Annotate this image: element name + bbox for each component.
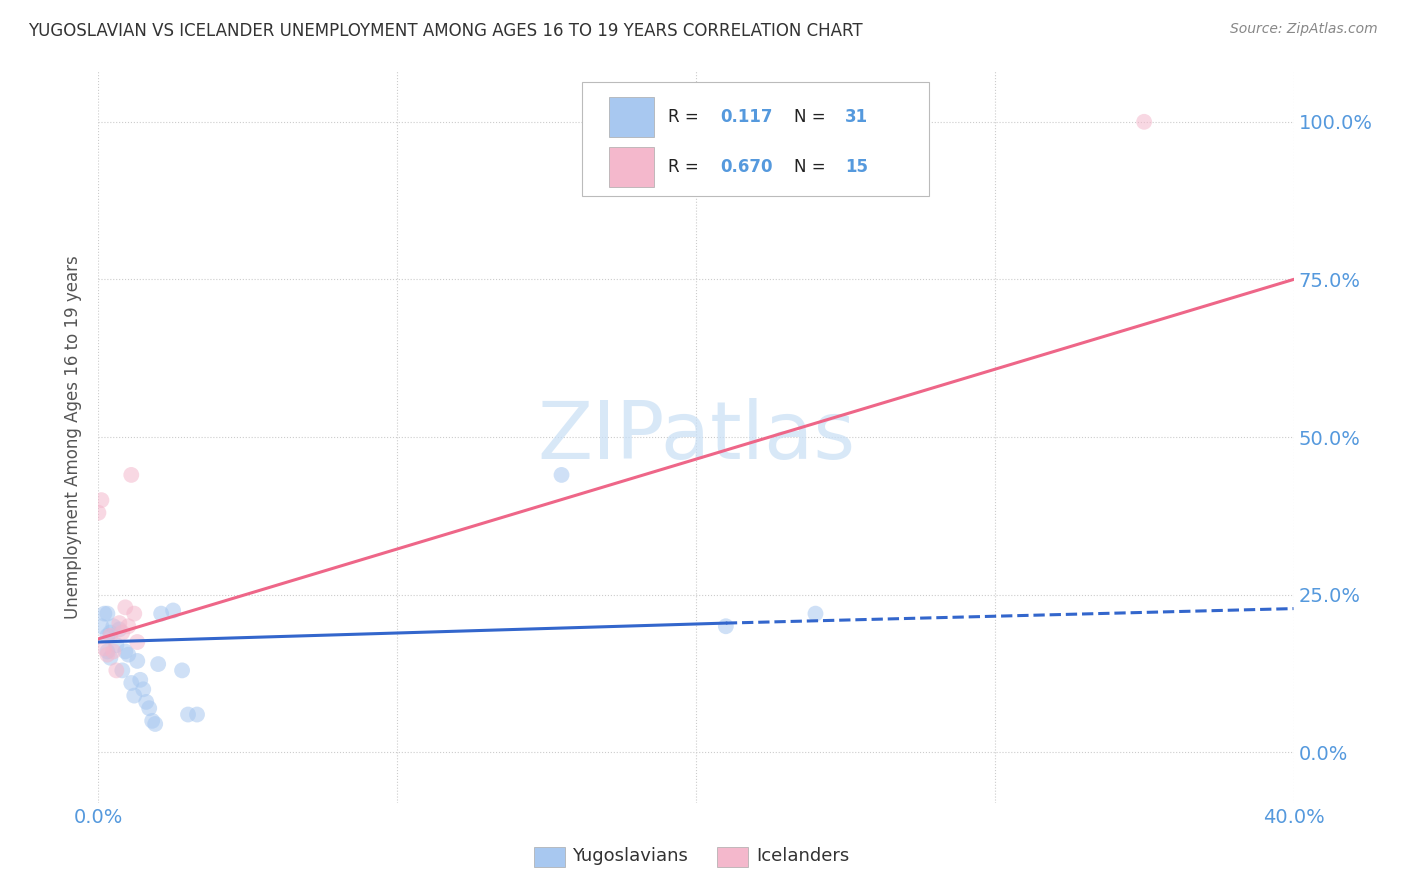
Point <box>114 644 136 658</box>
Point <box>129 673 152 687</box>
Point <box>93 641 115 656</box>
Point <box>127 654 149 668</box>
Point <box>100 650 122 665</box>
Point <box>135 695 157 709</box>
Text: R =: R = <box>668 158 704 176</box>
Text: YUGOSLAVIAN VS ICELANDER UNEMPLOYMENT AMONG AGES 16 TO 19 YEARS CORRELATION CHAR: YUGOSLAVIAN VS ICELANDER UNEMPLOYMENT AM… <box>28 22 863 40</box>
Point <box>1133 115 1156 129</box>
Text: R =: R = <box>668 108 704 127</box>
FancyBboxPatch shape <box>582 82 929 195</box>
Text: 0.117: 0.117 <box>720 108 772 127</box>
Point <box>96 629 118 643</box>
Y-axis label: Unemployment Among Ages 16 to 19 years: Unemployment Among Ages 16 to 19 years <box>65 255 83 619</box>
Point <box>96 644 118 658</box>
Point <box>100 625 122 640</box>
Point <box>148 657 170 671</box>
Point <box>103 619 125 633</box>
Point <box>117 619 139 633</box>
Point <box>100 629 122 643</box>
Point <box>96 607 118 621</box>
Bar <box>609 146 654 186</box>
Point <box>120 676 142 690</box>
Point <box>108 616 131 631</box>
Point <box>177 707 200 722</box>
Point <box>150 607 173 621</box>
Point <box>105 664 128 678</box>
Point <box>132 682 155 697</box>
Point <box>120 467 142 482</box>
Point <box>124 607 146 621</box>
Point <box>143 717 166 731</box>
Point <box>138 701 160 715</box>
Text: 15: 15 <box>845 158 869 176</box>
Point <box>162 603 184 617</box>
Point <box>87 506 110 520</box>
Point <box>105 638 128 652</box>
Point <box>127 635 149 649</box>
Point <box>550 467 572 482</box>
Bar <box>609 97 654 137</box>
Point <box>117 648 139 662</box>
Text: 31: 31 <box>845 108 869 127</box>
Point <box>111 625 134 640</box>
Point <box>804 607 827 621</box>
Point <box>108 623 131 637</box>
Text: Icelanders: Icelanders <box>756 847 849 865</box>
Text: Source: ZipAtlas.com: Source: ZipAtlas.com <box>1230 22 1378 37</box>
Text: N =: N = <box>794 108 831 127</box>
Point <box>114 600 136 615</box>
Point <box>90 493 112 508</box>
Point <box>124 689 146 703</box>
Text: Yugoslavians: Yugoslavians <box>572 847 688 865</box>
Text: ZIPatlas: ZIPatlas <box>537 398 855 476</box>
Point <box>111 664 134 678</box>
Point <box>141 714 163 728</box>
Point <box>93 607 115 621</box>
Point <box>186 707 208 722</box>
Point <box>172 664 194 678</box>
Text: 0.670: 0.670 <box>720 158 772 176</box>
Point <box>96 648 118 662</box>
Text: N =: N = <box>794 158 831 176</box>
Point <box>90 619 112 633</box>
Point <box>103 644 125 658</box>
Point <box>714 619 737 633</box>
